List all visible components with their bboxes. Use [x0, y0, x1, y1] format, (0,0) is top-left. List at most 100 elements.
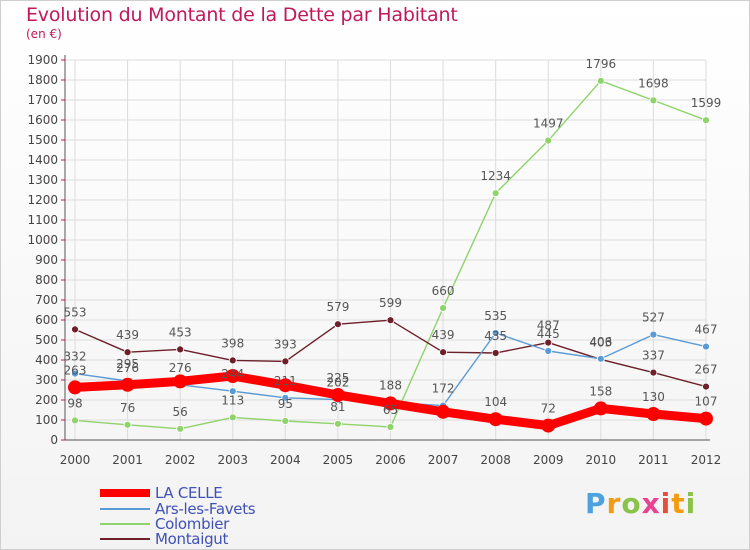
- legend-label-colombier: Colombier: [155, 515, 229, 533]
- x-tick-label-2005: 2005: [323, 453, 354, 467]
- y-tick-label-1300: 1300: [27, 173, 58, 187]
- data-label-colombier-2008: 1234: [480, 169, 511, 183]
- legend-swatch-la-celle: [100, 489, 150, 497]
- y-tick-label-500: 500: [35, 333, 58, 347]
- point-la-celle-2003: [225, 369, 240, 383]
- point-ars-les-favets-2012: [702, 342, 710, 351]
- data-label-colombier-2011: 1698: [638, 76, 669, 90]
- x-tick-label-2007: 2007: [428, 453, 459, 467]
- legend-label-la-celle: LA CELLE: [155, 484, 223, 502]
- y-tick-label-600: 600: [35, 313, 58, 327]
- x-tick-label-2004: 2004: [270, 453, 301, 467]
- data-label-ars-les-favets-2012: 467: [695, 323, 718, 337]
- point-colombier-2005: [334, 419, 342, 428]
- data-label-la-celle-2012: 107: [695, 395, 718, 409]
- data-label-ars-les-favets-2001: 295: [116, 357, 139, 371]
- point-ars-les-favets-2011: [649, 330, 658, 339]
- data-label-ars-les-favets-2009: 445: [537, 327, 560, 341]
- data-label-montaigut-2000: 553: [64, 305, 87, 319]
- chart-title: Evolution du Montant de la Dette par Hab…: [26, 4, 458, 26]
- point-montaigut-2011: [649, 368, 658, 377]
- legend-swatch-ars-les-favets: [100, 508, 150, 510]
- data-label-colombier-2002: 56: [173, 405, 188, 419]
- data-label-ars-les-favets-2003: 244: [221, 367, 244, 381]
- y-tick-label-1600: 1600: [27, 113, 58, 127]
- legend-label-ars-les-favets: Ars-les-Favets: [155, 500, 256, 518]
- x-tick-label-2010: 2010: [586, 453, 617, 467]
- point-la-celle-2007: [436, 404, 451, 419]
- data-label-colombier-2005: 81: [330, 400, 345, 414]
- data-label-colombier-2003: 113: [221, 393, 244, 407]
- point-la-celle-2008: [488, 412, 503, 427]
- point-montaigut-2006: [386, 316, 395, 325]
- y-tick-label-1400: 1400: [27, 153, 58, 167]
- x-tick-label-2000: 2000: [60, 453, 91, 467]
- legend-label-montaigut: Montaigut: [155, 530, 229, 548]
- x-tick-label-2002: 2002: [165, 453, 196, 467]
- data-label-montaigut-2002: 453: [169, 325, 192, 339]
- y-tick-label-800: 800: [35, 273, 58, 287]
- point-montaigut-2002: [176, 345, 185, 354]
- data-label-montaigut-2006: 599: [379, 296, 402, 310]
- data-label-montaigut-2012: 267: [695, 363, 718, 377]
- x-tick-label-2009: 2009: [533, 453, 564, 467]
- y-tick-label-100: 100: [35, 413, 58, 427]
- point-colombier-2000: [71, 416, 79, 425]
- point-ars-les-favets-2000: [71, 369, 79, 378]
- data-label-montaigut-2004: 393: [274, 337, 297, 351]
- point-la-celle-2002: [173, 374, 188, 389]
- point-colombier-2009: [544, 136, 553, 145]
- point-ars-les-favets-2004: [281, 393, 290, 402]
- x-tick-label-2001: 2001: [112, 453, 143, 467]
- data-label-montaigut-2007: 439: [432, 328, 455, 342]
- point-montaigut-2000: [71, 325, 79, 334]
- y-tick-label-1100: 1100: [27, 213, 58, 227]
- proxiti-logo: Proxiti: [585, 487, 697, 520]
- data-label-la-celle-2011: 130: [642, 390, 665, 404]
- point-colombier-2003: [228, 413, 237, 422]
- y-tick-label-300: 300: [35, 373, 58, 387]
- data-label-la-celle-2008: 104: [484, 395, 507, 409]
- data-label-montaigut-2001: 439: [116, 328, 139, 342]
- y-tick-label-1900: 1900: [27, 53, 58, 67]
- y-tick-label-200: 200: [35, 393, 58, 407]
- y-tick-label-900: 900: [35, 253, 58, 267]
- point-montaigut-2003: [228, 356, 237, 365]
- x-tick-label-2003: 2003: [217, 453, 248, 467]
- point-colombier-2012: [702, 116, 710, 125]
- data-label-ars-les-favets-2004: 211: [274, 374, 297, 388]
- data-label-colombier-2007: 660: [432, 284, 455, 298]
- x-tick-label-2012: 2012: [691, 453, 722, 467]
- data-label-ars-les-favets-2005: 202: [326, 376, 349, 390]
- data-label-la-celle-2001: 276: [116, 361, 139, 375]
- point-montaigut-2008: [491, 349, 500, 357]
- point-montaigut-2004: [281, 357, 290, 366]
- data-label-colombier-2009: 1497: [533, 117, 564, 131]
- data-label-montaigut-2010: 403: [589, 335, 612, 349]
- y-tick-label-700: 700: [35, 293, 58, 307]
- data-label-la-celle-2005: 225: [326, 371, 349, 385]
- point-ars-les-favets-2008: [491, 329, 500, 337]
- point-la-celle-2005: [330, 388, 345, 402]
- point-la-celle-2000: [68, 380, 82, 395]
- point-la-celle-2010: [593, 401, 608, 416]
- data-label-la-celle-2010: 158: [589, 384, 612, 398]
- point-montaigut-2007: [439, 348, 447, 357]
- legend-swatch-montaigut: [100, 538, 150, 540]
- data-label-colombier-2004: 95: [278, 397, 293, 411]
- data-label-ars-les-favets-2000: 332: [64, 350, 87, 364]
- point-ars-les-favets-2010: [596, 354, 605, 363]
- line-chart: 0 100 200 300 400 500 600 700 800 900 1000 1100 1200…: [27, 53, 722, 467]
- data-label-ars-les-favets-2010: 406: [589, 335, 612, 349]
- data-label-colombier-2006: 65: [383, 403, 398, 417]
- data-label-montaigut-2005: 579: [326, 300, 349, 314]
- x-tick-label-2006: 2006: [375, 453, 406, 467]
- point-montaigut-2012: [702, 382, 710, 391]
- data-label-ars-les-favets-2011: 527: [642, 311, 665, 325]
- point-montaigut-2001: [123, 348, 132, 357]
- data-label-ars-les-favets-2006: 188: [379, 378, 402, 392]
- data-label-colombier-2012: 1599: [691, 96, 722, 110]
- data-label-montaigut-2008: 435: [484, 329, 507, 343]
- y-tick-label-1200: 1200: [27, 193, 58, 207]
- point-colombier-2002: [176, 424, 185, 433]
